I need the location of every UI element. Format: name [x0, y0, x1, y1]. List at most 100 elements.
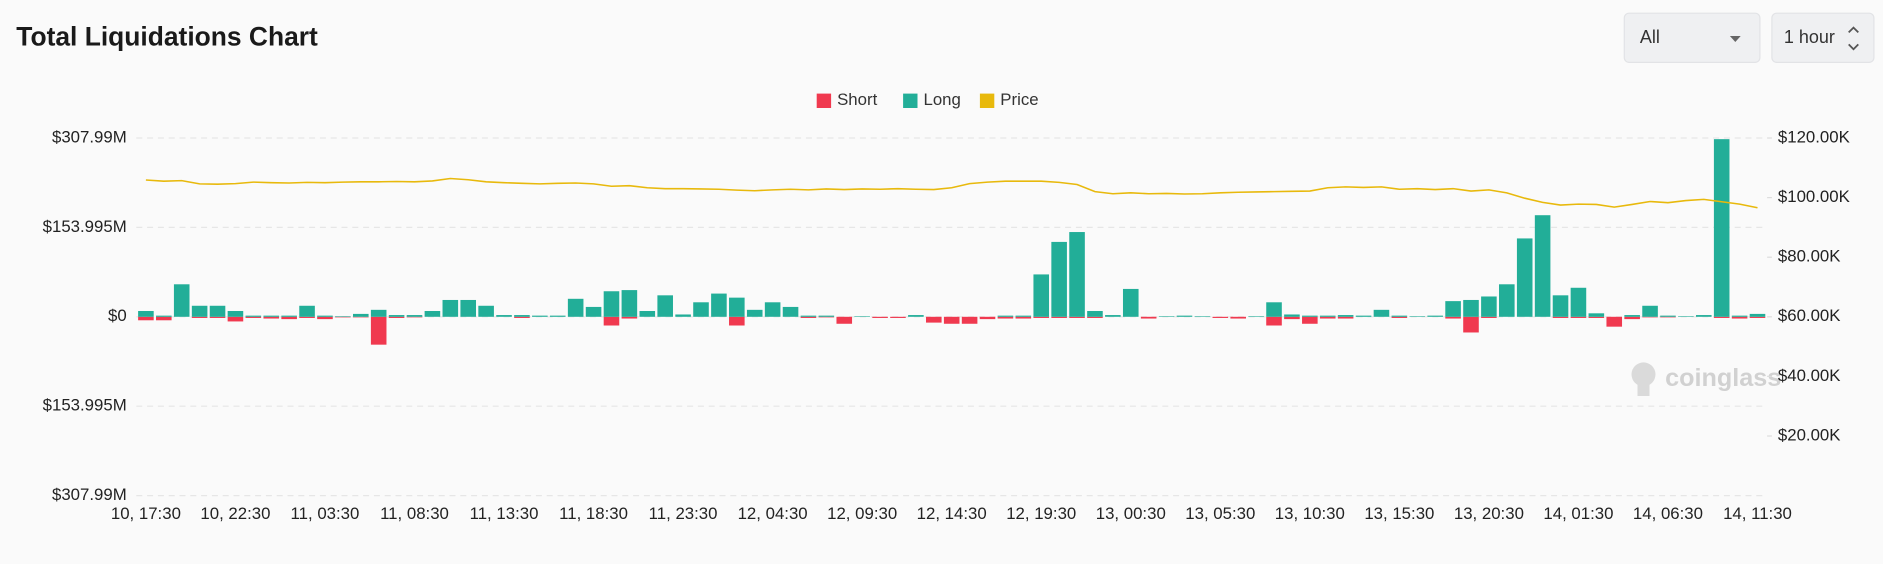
bar — [173, 284, 190, 317]
bar — [478, 305, 494, 317]
bar — [1660, 316, 1676, 318]
x-tick-label: 14, 11:30 — [1723, 504, 1792, 523]
legend-label: Price — [1000, 90, 1038, 109]
x-tick-label: 13, 00:30 — [1096, 504, 1166, 523]
bar — [388, 316, 405, 318]
x-tick-label: 10, 22:30 — [200, 504, 270, 523]
bar — [1373, 309, 1390, 317]
bar — [1194, 316, 1211, 317]
bar — [926, 316, 942, 323]
bar — [979, 316, 996, 320]
bar — [406, 315, 423, 317]
bar — [1033, 316, 1050, 318]
bar — [370, 309, 387, 317]
bar — [1445, 301, 1461, 317]
bar — [764, 302, 781, 317]
select-box[interactable] — [1623, 12, 1761, 63]
bar — [621, 290, 638, 317]
bar — [156, 316, 172, 321]
bar — [227, 316, 244, 322]
bar — [693, 302, 709, 317]
bar — [943, 316, 960, 324]
bar — [1033, 274, 1050, 317]
bar — [514, 316, 530, 318]
bar — [1588, 316, 1605, 318]
bar — [1624, 315, 1640, 317]
bar — [997, 316, 1014, 319]
bar — [281, 315, 297, 317]
bar — [1731, 315, 1748, 317]
bar — [1319, 316, 1336, 319]
bar — [549, 315, 566, 317]
bar — [1015, 315, 1032, 317]
bar — [711, 293, 727, 317]
x-tick-label: 11, 03:30 — [291, 504, 360, 523]
bar — [1158, 316, 1175, 317]
bar — [1463, 299, 1479, 317]
bar — [1337, 316, 1354, 319]
watermark: coinglass — [1631, 362, 1781, 396]
bar — [460, 299, 477, 317]
bar — [1176, 315, 1193, 317]
bar — [961, 316, 978, 324]
bar — [1642, 316, 1658, 318]
bar — [1266, 302, 1282, 317]
legend-swatch — [979, 93, 995, 108]
bar — [263, 315, 280, 317]
bar — [1087, 316, 1103, 318]
legend-label: Short — [837, 90, 877, 109]
bar — [1248, 316, 1264, 317]
bar — [514, 315, 530, 317]
bar — [1105, 315, 1121, 317]
bar — [1499, 284, 1515, 317]
select-box[interactable] — [1771, 12, 1875, 63]
bar — [746, 309, 763, 317]
interval-select[interactable]: 1 hour — [1771, 12, 1875, 63]
stepper — [1848, 26, 1859, 51]
bar — [245, 316, 262, 318]
bar — [156, 315, 172, 317]
bar — [281, 316, 297, 320]
market-select[interactable]: All — [1623, 12, 1761, 63]
bar — [1302, 316, 1318, 324]
bar — [299, 305, 315, 317]
select-value[interactable]: All — [1640, 27, 1660, 47]
x-tick-label: 11, 18:30 — [559, 504, 628, 523]
bar — [657, 295, 673, 317]
bar — [1355, 315, 1372, 317]
bar — [854, 316, 870, 317]
bar — [1337, 315, 1354, 317]
y2-tick-label: $80.00K — [1778, 247, 1841, 266]
bar — [818, 316, 835, 318]
bar — [1713, 139, 1730, 317]
bar — [1140, 316, 1157, 319]
select-value[interactable]: 1 hour — [1784, 27, 1835, 47]
bar — [1427, 315, 1443, 317]
y-tick-label: $0 — [108, 306, 127, 325]
x-tick-label: 14, 01:30 — [1543, 504, 1613, 523]
bar — [1749, 313, 1766, 317]
x-tick-label: 13, 15:30 — [1364, 504, 1434, 523]
bar — [532, 315, 548, 317]
x-tick-label: 12, 09:30 — [827, 504, 897, 523]
bar — [1284, 316, 1300, 320]
bar — [424, 310, 441, 317]
bar — [317, 315, 333, 317]
bar — [1534, 215, 1551, 317]
bar — [1463, 316, 1479, 333]
bar — [1122, 288, 1139, 317]
bar — [138, 316, 154, 321]
x-tick-label: 12, 19:30 — [1006, 504, 1076, 523]
x-tick-label: 14, 06:30 — [1633, 504, 1703, 523]
y-tick-label: $307.99M — [52, 127, 127, 146]
bar — [1015, 316, 1032, 319]
bar — [191, 316, 208, 318]
bar — [1749, 316, 1766, 318]
bar — [908, 315, 924, 317]
bar — [1552, 316, 1569, 318]
bar — [1713, 316, 1730, 318]
bar — [352, 316, 369, 318]
bar — [138, 310, 154, 317]
bar — [567, 298, 584, 317]
bar — [639, 310, 656, 317]
